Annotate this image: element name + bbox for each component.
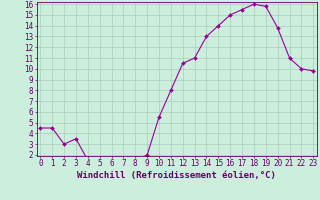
X-axis label: Windchill (Refroidissement éolien,°C): Windchill (Refroidissement éolien,°C) [77,171,276,180]
